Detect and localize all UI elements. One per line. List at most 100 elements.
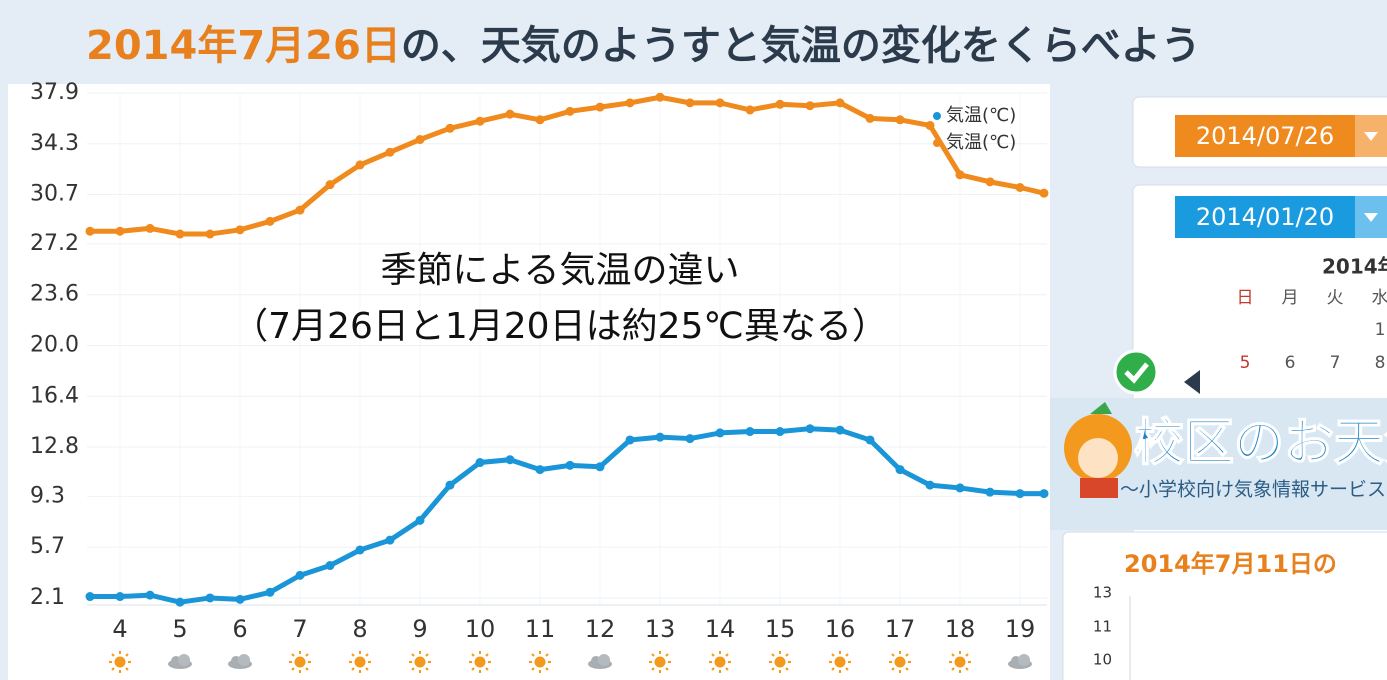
- data-point: [355, 545, 365, 555]
- data-point: [205, 229, 215, 239]
- x-tick-label: 17: [885, 615, 916, 643]
- data-point: [775, 99, 785, 109]
- y-tick-label: 23.6: [30, 282, 79, 307]
- data-point: [985, 487, 995, 497]
- title-date: 2014年7月26日: [86, 23, 401, 69]
- data-point: [565, 106, 575, 116]
- data-point: [115, 592, 125, 602]
- data-point: [1039, 489, 1049, 499]
- data-point: [1015, 183, 1025, 193]
- data-point: [565, 460, 575, 470]
- x-tick-label: 18: [945, 615, 976, 643]
- y-tick-label: 20.0: [30, 332, 79, 357]
- annotation: 季節による気温の違い: [381, 250, 740, 291]
- data-point: [685, 98, 695, 108]
- data-point: [115, 226, 125, 236]
- data-point: [145, 590, 155, 600]
- data-point: [745, 105, 755, 115]
- plot: 2.1 5.7 9.3 12.8 16.4 20.0 23.6 27.2 30.7 34.3 37.…: [30, 80, 1049, 643]
- data-point: [625, 435, 635, 445]
- logo: 校区のお天気: [1134, 414, 1387, 472]
- arrow-icon: [1364, 213, 1378, 222]
- data-point: [865, 435, 875, 445]
- data-point: [655, 432, 665, 442]
- calendar-day[interactable]: 7: [1330, 353, 1341, 373]
- data-point: [445, 480, 455, 490]
- data-point: [895, 465, 905, 475]
- data-point: [145, 223, 155, 233]
- data-point: [475, 458, 485, 468]
- y-tick-label: 9.3: [30, 483, 65, 508]
- mini-tick: 11: [1093, 618, 1112, 636]
- check-mark: [1124, 362, 1149, 384]
- x-tick-label: 15: [765, 615, 796, 643]
- check-icon: [1113, 349, 1159, 395]
- data-point: [925, 480, 935, 490]
- mascot-body: [1080, 478, 1118, 498]
- data-point: [535, 115, 545, 125]
- data-point: [385, 147, 395, 157]
- x-tick-label: 6: [232, 615, 247, 643]
- data-point: [235, 225, 245, 235]
- chart-title: 2014年7月26日の、天気のようすと気温の変化をくらべよう: [86, 23, 1201, 69]
- mini-title: 2014年7月11日の: [1124, 550, 1337, 578]
- x-tick-label: 9: [412, 615, 427, 643]
- data-point: [715, 428, 725, 438]
- logo-subtitle: 〜小学校向け気象情報サービス: [1120, 479, 1386, 501]
- data-point: [85, 592, 95, 602]
- annotation: （7月26日と1月20日は約25℃異なる）: [232, 306, 888, 347]
- data-point: [265, 587, 275, 597]
- data-point: [625, 98, 635, 108]
- data-point: [865, 113, 875, 123]
- calendar-day[interactable]: 5: [1240, 353, 1251, 373]
- y-tick-label: 34.3: [30, 131, 79, 156]
- date-label: 2014/01/20: [1196, 203, 1334, 231]
- prev-arrow[interactable]: [1184, 370, 1200, 394]
- data-point: [1015, 489, 1025, 499]
- x-tick-label: 12: [585, 615, 616, 643]
- data-point: [805, 424, 815, 434]
- x-tick-label: 4: [112, 615, 127, 643]
- calendar-day[interactable]: 6: [1285, 353, 1296, 373]
- date-select[interactable]: [1175, 196, 1355, 238]
- title-text: の、天気のようすと気温の変化をくらべよう: [401, 23, 1201, 69]
- data-point: [85, 226, 95, 236]
- data-point: [775, 427, 785, 437]
- weekday: 火: [1327, 288, 1344, 308]
- data-point: [175, 597, 185, 607]
- data-point: [955, 483, 965, 493]
- data-point: [265, 216, 275, 226]
- chart-panel: [8, 84, 1050, 680]
- data-point: [745, 427, 755, 437]
- y-tick-label: 37.9: [30, 80, 79, 105]
- data-point: [175, 229, 185, 239]
- x-tick-label: 14: [705, 615, 736, 643]
- calendar-day[interactable]: 1: [1375, 320, 1386, 340]
- data-point: [415, 515, 425, 525]
- legend-marker: [933, 139, 941, 147]
- data-point: [505, 455, 515, 465]
- calendar-day[interactable]: 8: [1375, 353, 1386, 373]
- mascot-face: [1078, 438, 1118, 478]
- data-point: [955, 170, 965, 180]
- y-tick-label: 30.7: [30, 182, 79, 207]
- mascot-leaf: [1090, 402, 1112, 414]
- x-tick-label: 5: [172, 615, 187, 643]
- data-point: [925, 120, 935, 130]
- data-point: [355, 160, 365, 170]
- x-tick-label: 19: [1005, 615, 1036, 643]
- x-tick-label: 10: [465, 615, 496, 643]
- data-point: [985, 177, 995, 187]
- data-point: [205, 593, 215, 603]
- date-select[interactable]: [1175, 115, 1355, 157]
- mini-panel: [1062, 531, 1387, 680]
- x-tick-label: 7: [292, 615, 307, 643]
- arrow-icon: [1364, 132, 1378, 141]
- y-tick-label: 12.8: [30, 434, 79, 459]
- data-point: [505, 109, 515, 119]
- x-tick-label: 16: [825, 615, 856, 643]
- data-point: [715, 98, 725, 108]
- x-tick-label: 8: [352, 615, 367, 643]
- mini-tick: 10: [1093, 651, 1112, 669]
